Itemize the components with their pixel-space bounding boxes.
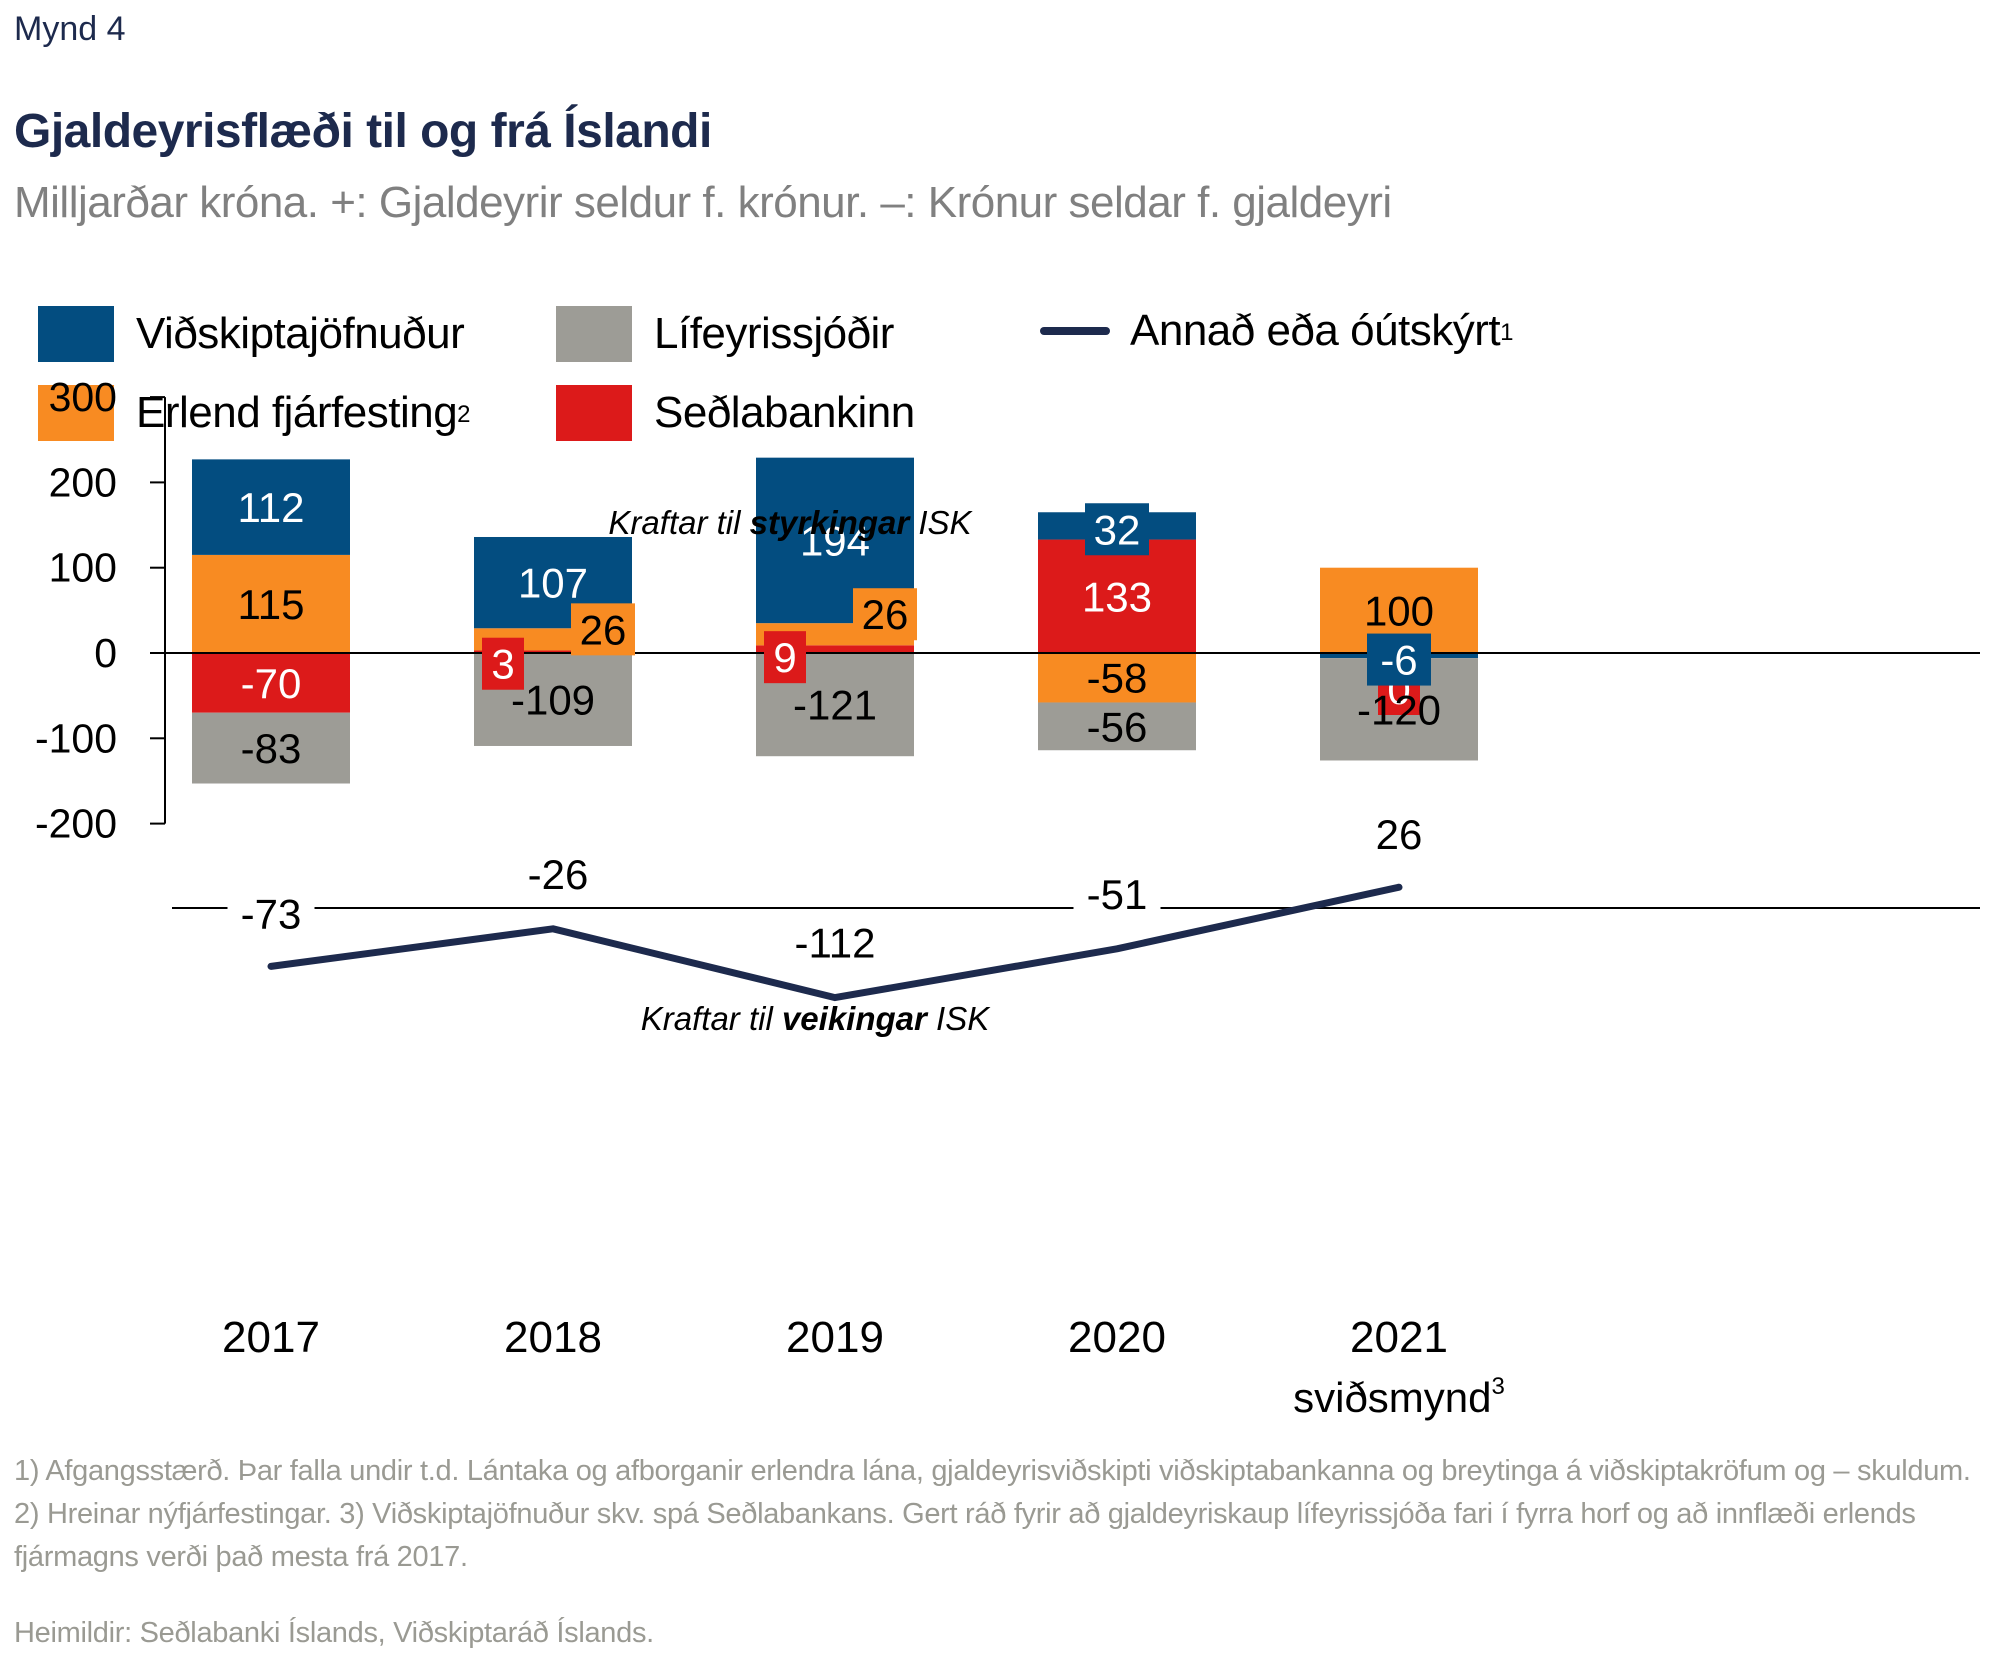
line-layer: -73 -26 -112 -51 26 (172, 811, 1980, 1002)
legend-label: Annað eða óútskýrt (1130, 306, 1501, 355)
annotation-strengthening: Kraftar til styrkingar ISK (608, 504, 973, 541)
data-label-box (571, 603, 635, 656)
bar-segment (1038, 539, 1196, 653)
chart-title: Gjaldeyrisflæði til og frá Íslandi (14, 105, 712, 158)
data-label: 9 (773, 634, 796, 681)
bar-segment (1038, 653, 1196, 703)
annotation-weakening: Kraftar til veikingar ISK (641, 1000, 991, 1037)
data-label: 133 (1082, 573, 1152, 620)
data-label: 112 (238, 484, 305, 531)
legend-label: Viðskiptajöfnuður (136, 309, 465, 358)
data-label: -56 (1087, 703, 1148, 750)
footnote-marker: 1 (1500, 319, 1513, 346)
data-label-box (764, 631, 806, 684)
data-label-box (1085, 503, 1149, 556)
x-tick-label: 2017 (222, 1313, 320, 1362)
data-label-box (853, 588, 917, 641)
axes-layer: 300 200 100 0 -100 -200 2017 2018 2019 2020 2021 sv… (35, 374, 1980, 1421)
data-label: 100 (1364, 587, 1434, 634)
y-tick-label: 0 (94, 630, 117, 676)
data-label: -6 (1380, 637, 1417, 684)
bar-labels-layer: -70115112-83326107-109926194-121133-5832… (238, 484, 1442, 772)
line-label-bg (780, 919, 890, 970)
data-label: 115 (238, 581, 305, 628)
bar-segment (192, 459, 350, 555)
data-label: -70 (241, 660, 302, 707)
data-label: 32 (1094, 506, 1141, 553)
legend-label: Lífeyrissjóðir (654, 309, 894, 358)
x-tick-sublabel: sviðsmynd3 (1293, 1373, 1505, 1421)
data-label: -83 (241, 725, 302, 772)
legend-swatch (38, 385, 114, 441)
legend-item-annad: Annað eða óútskýrt 1 (1040, 306, 1513, 356)
data-label: -121 (793, 682, 877, 729)
legend-swatch (38, 306, 114, 362)
legend-swatch (556, 306, 632, 362)
bar-segment (192, 712, 350, 784)
x-tick-label: 2018 (504, 1313, 602, 1362)
sources: Heimildir: Seðlabanki Íslands, Viðskipta… (14, 1617, 654, 1649)
line-data-label: -112 (795, 920, 876, 967)
bar-segment (192, 554, 350, 653)
x-tick-label: 2020 (1068, 1313, 1166, 1362)
legend-line-swatch (1040, 327, 1110, 335)
y-tick-label: 200 (49, 459, 117, 505)
data-label: -120 (1357, 686, 1441, 733)
legend-item-vidskiptajofnudur: Viðskiptajöfnuður (38, 306, 465, 362)
bar-segment (474, 650, 632, 653)
line-data-label: -51 (1087, 871, 1148, 918)
y-tick-label: -100 (35, 715, 117, 761)
footnote-marker: 2 (457, 401, 471, 428)
legend-item-sedlabankinn: Seðlabankinn (556, 385, 915, 441)
line-data-label: -26 (528, 851, 589, 898)
legend-item-erlend-fjarfesting: Erlend fjárfesting 2 (38, 385, 471, 441)
y-tick-label: 100 (49, 545, 117, 591)
footnotes: 1) Afgangsstærð. Þar falla undir t.d. Lá… (14, 1455, 1971, 1573)
line-label-bg (1073, 870, 1161, 921)
data-label: -58 (1087, 655, 1148, 702)
legend-swatch (556, 385, 632, 441)
data-label: 3 (491, 641, 514, 688)
line-data-label: 26 (1376, 811, 1423, 858)
y-tick-label: 300 (49, 374, 117, 420)
data-label-box (482, 637, 524, 690)
bar-segment (1038, 702, 1196, 751)
chart-subtitle: Milljarðar króna. +: Gjaldeyrir seldur f… (14, 178, 1392, 227)
bar-segment (756, 645, 914, 653)
data-label: 26 (862, 591, 909, 638)
legend-item-lifeyrissjodir: Lífeyrissjóðir (556, 306, 894, 362)
legend-label: Seðlabankinn (654, 388, 915, 437)
y-tick-label: -200 (35, 801, 117, 847)
line-label-bg (227, 890, 315, 941)
data-label: 194 (800, 517, 870, 564)
data-label: -109 (511, 676, 595, 723)
line-data-label: -73 (241, 890, 302, 937)
figure-label: Mynd 4 (14, 10, 126, 48)
chart-plot: 300 200 100 0 -100 -200 2017 2018 2019 2020 2021 sv… (35, 374, 1980, 1421)
data-label: 107 (518, 560, 588, 607)
bar-segment (192, 653, 350, 713)
x-tick-label: 2019 (786, 1313, 884, 1362)
line-label-bg (514, 850, 602, 901)
legend-label: Erlend fjárfesting (136, 388, 458, 437)
x-tick-label: 2021 (1350, 1313, 1448, 1362)
data-label-box (1367, 633, 1431, 686)
line-label-bg (1367, 811, 1431, 862)
data-label: 26 (580, 606, 627, 653)
